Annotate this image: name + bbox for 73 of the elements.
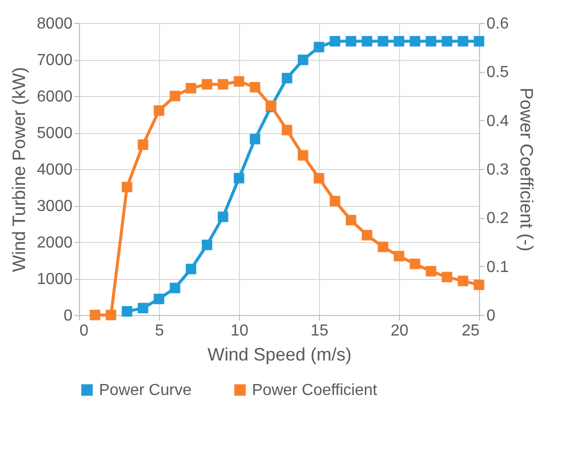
x-tick-label: 15 [310, 322, 328, 340]
point [186, 82, 196, 94]
y2-tick-label: 0.6 [486, 16, 509, 32]
y-tick-label: 4000 [36, 162, 73, 178]
point [346, 214, 356, 226]
point [314, 42, 324, 52]
y2-tick-label: 0.2 [486, 210, 509, 228]
x-axis-title: Wind Speed (m/s) [207, 344, 352, 364]
y-tick-label: 7000 [36, 52, 73, 69]
y-tick-label: 2000 [36, 234, 73, 252]
point [442, 272, 452, 282]
point [282, 72, 292, 84]
point [362, 36, 372, 46]
point [234, 172, 244, 184]
point [218, 212, 228, 222]
point [282, 124, 292, 136]
y-axis-title: Wind Turbine Power (kW) [8, 66, 29, 272]
y2-axis-title: Power Coefficient (-) [516, 88, 537, 252]
point [474, 280, 484, 290]
y-tick-label: 6000 [36, 88, 73, 106]
point [250, 134, 260, 144]
point [410, 258, 420, 270]
x-tick-label: 25 [462, 322, 480, 340]
point [90, 310, 100, 320]
y-tick-label: 3000 [36, 198, 73, 215]
point [298, 54, 308, 66]
point [186, 264, 196, 274]
x-tick-label: 0 [80, 322, 88, 340]
point [202, 240, 212, 250]
point [154, 105, 164, 116]
point [458, 276, 468, 286]
point [106, 310, 116, 320]
point [346, 36, 356, 46]
point [314, 173, 324, 184]
point [394, 36, 404, 46]
point [122, 306, 132, 317]
point [154, 294, 164, 304]
y2-tick-label: 0 [486, 308, 496, 324]
point [458, 36, 468, 46]
point [394, 250, 404, 262]
x-tick-label: 20 [390, 322, 408, 340]
point [218, 79, 228, 90]
y2-tick-label: 0.3 [486, 162, 509, 178]
point [362, 230, 372, 240]
point [410, 36, 420, 46]
y-tick-label: 8000 [36, 16, 73, 32]
y-tick-label: 5000 [36, 125, 73, 142]
point [442, 36, 452, 46]
point [426, 36, 436, 46]
point [330, 36, 340, 46]
point [170, 90, 180, 102]
legend-label: Power Curve [99, 382, 192, 399]
point [202, 79, 212, 90]
point [378, 36, 388, 46]
x-tick-label: 10 [230, 322, 248, 340]
point [426, 266, 436, 276]
x-tick-label: 5 [155, 322, 164, 340]
point [234, 76, 244, 87]
point [138, 302, 148, 314]
y2-tick-label: 0.4 [486, 112, 509, 130]
legend-label: Power Coefficient [252, 382, 378, 399]
y2-tick-label: 0.5 [486, 64, 509, 82]
point [138, 139, 148, 150]
y-tick-label: 1000 [36, 271, 73, 288]
point [250, 82, 260, 92]
point [474, 36, 484, 46]
y-tick-label: 0 [64, 308, 73, 324]
point [170, 282, 180, 294]
point [378, 242, 388, 252]
y2-tick-label: 0.1 [486, 258, 509, 276]
point [330, 196, 340, 206]
point [298, 150, 308, 161]
point [122, 182, 132, 192]
